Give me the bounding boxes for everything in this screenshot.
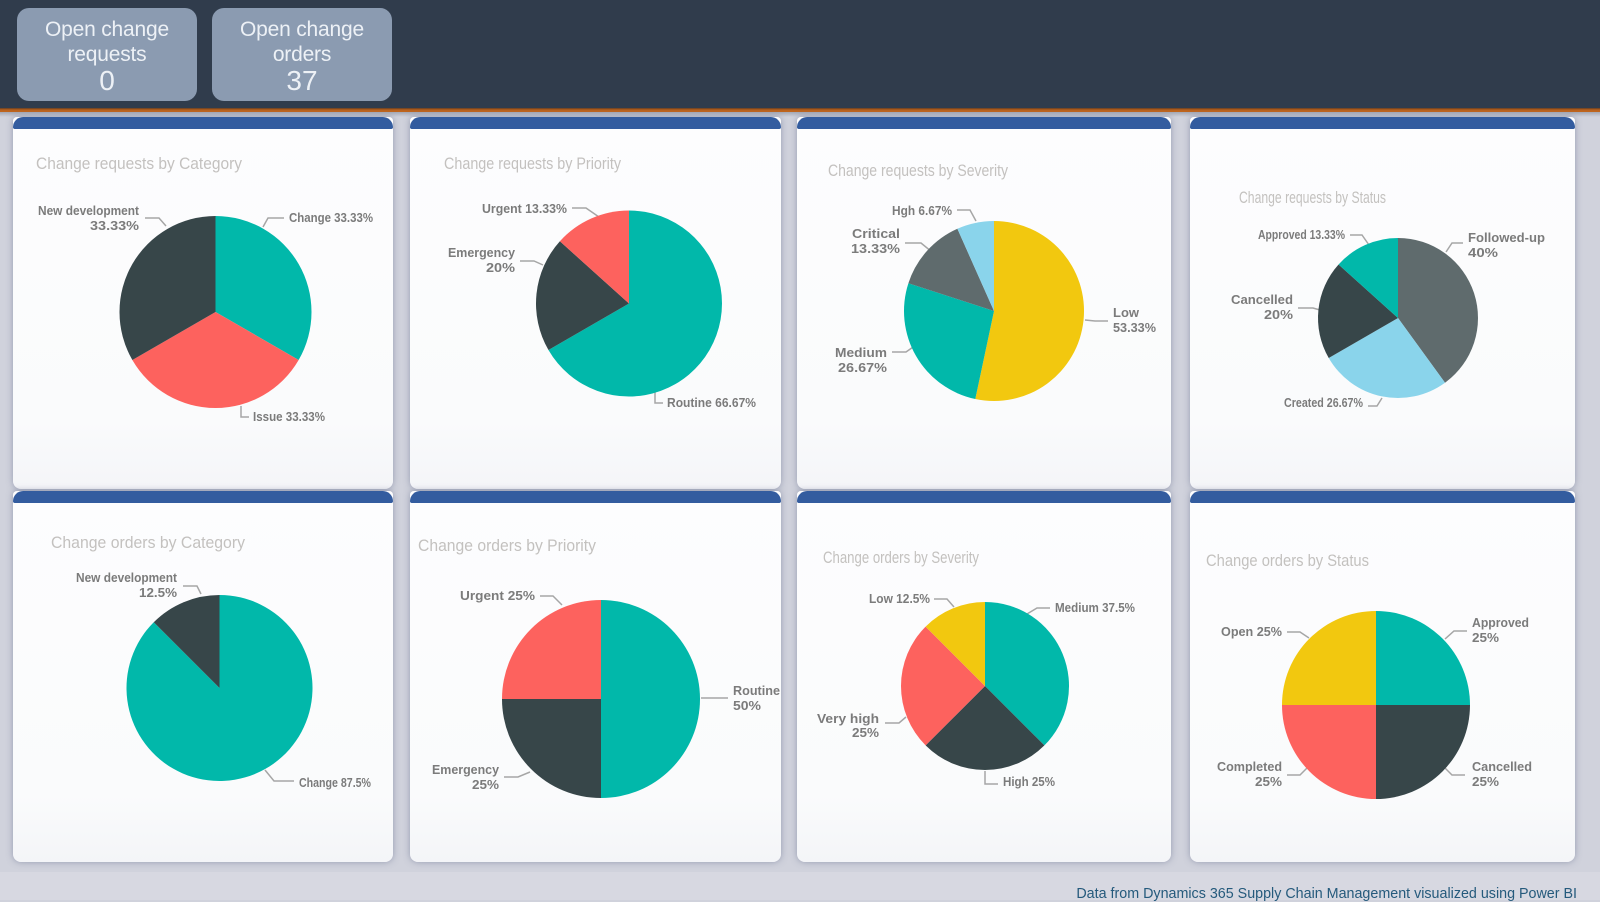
svg-text:Created 26.67%: Created 26.67% <box>1284 395 1363 410</box>
svg-text:Change orders by Category: Change orders by Category <box>51 534 246 552</box>
svg-text:Change requests by Category: Change requests by Category <box>36 155 243 173</box>
svg-text:Approved 13.33%: Approved 13.33% <box>1258 227 1345 242</box>
svg-text:Open 25%: Open 25% <box>1221 624 1282 639</box>
svg-text:12.5%: 12.5% <box>139 585 177 600</box>
svg-text:Change orders by Priority: Change orders by Priority <box>418 537 597 555</box>
svg-text:Routine 66.67%: Routine 66.67% <box>667 395 756 410</box>
svg-text:33.33%: 33.33% <box>90 218 139 233</box>
svg-text:Change orders by Severity: Change orders by Severity <box>823 549 980 567</box>
svg-text:Completed: Completed <box>1217 759 1282 774</box>
svg-text:New development: New development <box>38 203 140 218</box>
svg-text:High 25%: High 25% <box>1003 774 1055 789</box>
svg-text:Issue 33.33%: Issue 33.33% <box>253 409 325 424</box>
svg-text:Urgent 13.33%: Urgent 13.33% <box>482 201 567 216</box>
svg-text:Emergency: Emergency <box>432 762 500 777</box>
svg-text:Change requests by Severity: Change requests by Severity <box>828 162 1009 180</box>
svg-text:Hgh 6.67%: Hgh 6.67% <box>892 203 952 218</box>
svg-text:Change 33.33%: Change 33.33% <box>289 210 373 225</box>
svg-text:53.33%: 53.33% <box>1113 320 1156 335</box>
svg-text:Cancelled: Cancelled <box>1231 292 1293 307</box>
svg-text:25%: 25% <box>852 725 879 740</box>
svg-text:25%: 25% <box>1472 630 1499 645</box>
svg-text:Change orders by Status: Change orders by Status <box>1206 552 1369 570</box>
svg-text:Approved: Approved <box>1472 615 1529 630</box>
svg-text:Very high: Very high <box>817 711 879 726</box>
svg-text:25%: 25% <box>1472 774 1499 789</box>
svg-text:13.33%: 13.33% <box>851 241 900 256</box>
svg-text:26.67%: 26.67% <box>838 360 887 375</box>
svg-text:Followed-up: Followed-up <box>1468 230 1545 245</box>
svg-text:20%: 20% <box>486 260 515 275</box>
svg-text:Medium: Medium <box>835 345 887 360</box>
svg-text:25%: 25% <box>472 777 499 792</box>
svg-text:Low: Low <box>1113 305 1140 320</box>
svg-text:Routine: Routine <box>733 683 780 698</box>
svg-text:40%: 40% <box>1468 245 1498 260</box>
svg-text:Critical: Critical <box>852 226 900 241</box>
svg-text:25%: 25% <box>1255 774 1282 789</box>
svg-text:Medium 37.5%: Medium 37.5% <box>1055 600 1135 615</box>
svg-text:20%: 20% <box>1264 307 1293 322</box>
svg-text:Change requests by Status: Change requests by Status <box>1239 189 1386 207</box>
svg-text:Urgent 25%: Urgent 25% <box>460 588 535 603</box>
svg-text:Emergency: Emergency <box>448 245 516 260</box>
svg-text:Change requests by Priority: Change requests by Priority <box>444 155 622 173</box>
svg-text:New development: New development <box>76 570 178 585</box>
svg-text:Change 87.5%: Change 87.5% <box>299 775 371 790</box>
svg-text:Low 12.5%: Low 12.5% <box>869 591 930 606</box>
svg-text:50%: 50% <box>733 698 761 713</box>
svg-text:Cancelled: Cancelled <box>1472 759 1532 774</box>
